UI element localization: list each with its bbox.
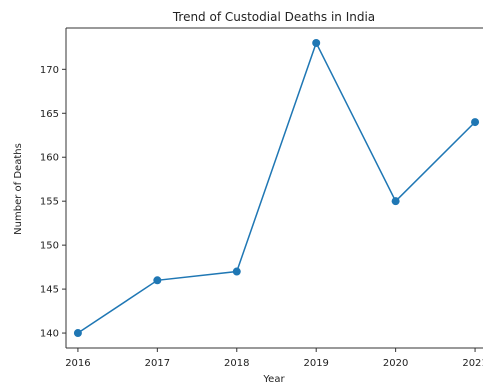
y-tick-label: 145 <box>40 285 59 296</box>
series-line <box>77 41 476 334</box>
y-tick-label: 160 <box>40 153 59 164</box>
y-axis-label: Number of Deaths <box>13 143 24 235</box>
y-axis-ticks: 140 145 150 155 160 165 170 <box>40 65 66 340</box>
y-tick-label: 140 <box>40 329 59 340</box>
y-tick-label: 150 <box>40 241 59 252</box>
x-tick-label: 2021 <box>462 358 483 369</box>
data-point <box>391 197 400 206</box>
data-point <box>471 118 480 127</box>
x-tick-label: 2020 <box>383 358 408 369</box>
data-point <box>153 276 162 285</box>
plot-area <box>65 27 483 349</box>
x-axis-label: Year <box>262 374 285 385</box>
x-tick-label: 2019 <box>303 358 328 369</box>
y-tick-label: 165 <box>40 109 59 120</box>
data-point <box>232 267 241 276</box>
x-axis-ticks: 2016 2017 2018 2019 2020 2021 <box>65 348 483 369</box>
y-tick-label: 155 <box>40 197 59 208</box>
data-point <box>73 329 82 338</box>
x-tick-label: 2017 <box>145 358 170 369</box>
y-tick-label: 170 <box>40 65 59 76</box>
chart-title: Trend of Custodial Deaths in India <box>172 10 375 24</box>
series-layer <box>73 38 480 338</box>
data-point <box>312 38 321 47</box>
x-tick-label: 2018 <box>224 358 249 369</box>
x-tick-label: 2016 <box>65 358 90 369</box>
